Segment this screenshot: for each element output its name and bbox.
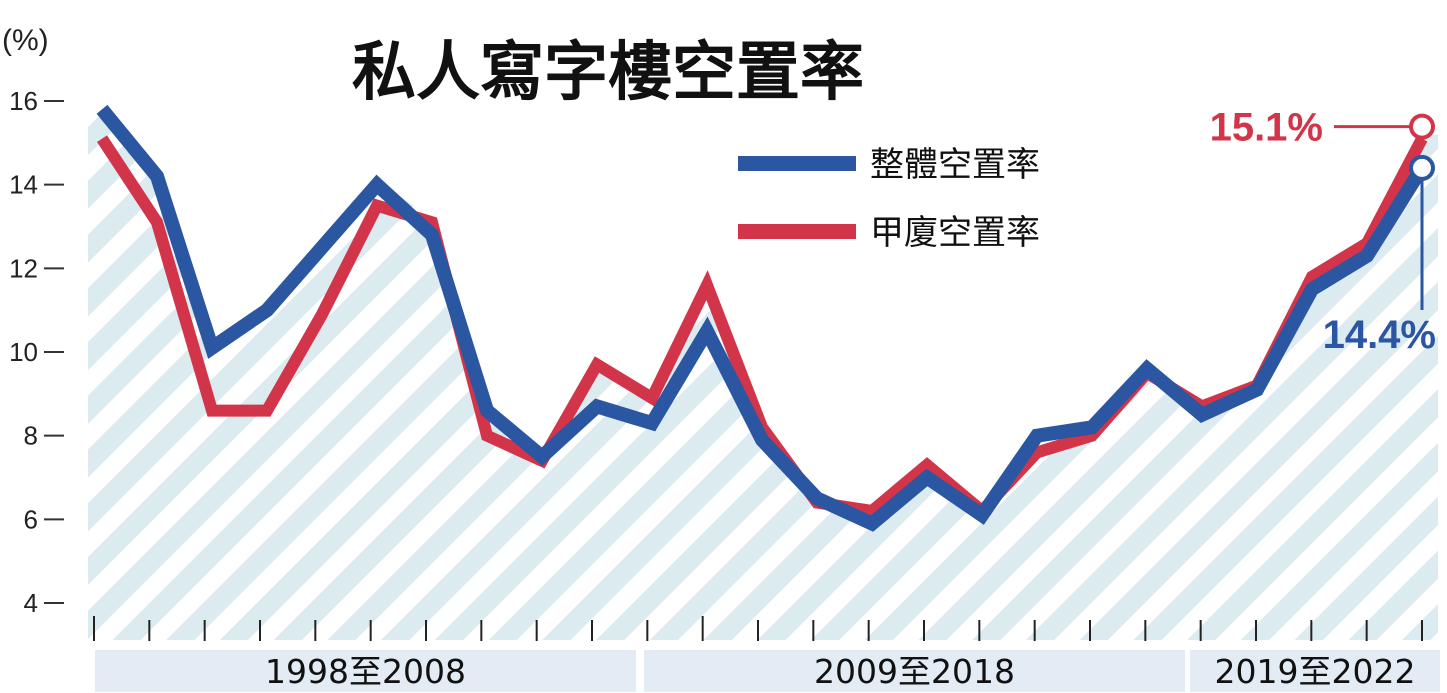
callout-label-grade-a: 15.1%: [1210, 106, 1323, 150]
y-tick-label: 12: [9, 253, 38, 283]
y-tick-label: 16: [9, 86, 38, 116]
y-tick-label: 10: [9, 337, 38, 367]
period-label: 2019至2022: [1215, 652, 1416, 691]
chart-title: 私人寫字樓空置率: [352, 36, 864, 110]
legend: 整體空置率 甲廈空置率: [738, 145, 1040, 253]
end-marker-overall: [1409, 154, 1435, 181]
period-label: 2009至2018: [814, 652, 1015, 691]
y-tick-label: 6: [24, 504, 38, 534]
y-tick-label: 8: [24, 421, 38, 451]
series-line-0: [96, 104, 1428, 532]
legend-label-grade-a: 甲廈空置率: [870, 213, 1040, 253]
y-tick-label: 4: [24, 588, 38, 618]
period-band: [644, 650, 1185, 692]
legend-swatch-overall: [738, 156, 856, 171]
series-lines: [96, 104, 1428, 532]
x-axis: [93, 616, 1423, 641]
period-band: [1190, 650, 1440, 692]
end-marker-grade-a: [1409, 113, 1435, 140]
period-label: 1998至2008: [265, 652, 466, 691]
y-axis: 4 6 8 10 12 14 16: [9, 86, 64, 618]
y-tick-label: 14: [9, 170, 38, 200]
callouts: 15.1% 14.4%: [1210, 106, 1436, 357]
y-axis-unit: (%): [2, 24, 49, 57]
legend-label-overall: 整體空置率: [870, 145, 1040, 185]
period-bands: 1998至2008 2009至2018 2019至2022: [95, 650, 1440, 692]
callout-label-overall: 14.4%: [1323, 313, 1436, 357]
legend-swatch-grade-a: [738, 224, 856, 239]
period-band: [95, 650, 636, 692]
